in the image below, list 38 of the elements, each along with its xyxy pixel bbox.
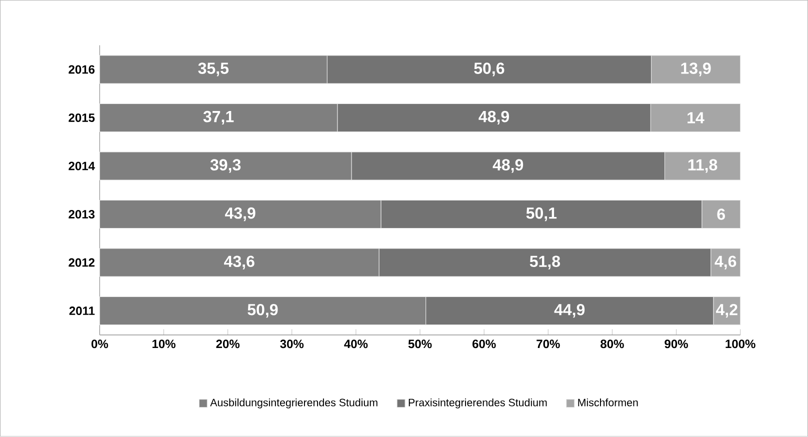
data-label: 6	[717, 208, 725, 220]
data-label: 48,9	[492, 159, 524, 173]
y-tick-label: 2013	[68, 210, 95, 219]
data-label: 50,9	[248, 304, 278, 318]
x-tick-label: 90%	[664, 340, 688, 348]
data-label: 4,2	[716, 304, 738, 318]
data-label: 37,1	[203, 111, 234, 125]
data-label: 44,9	[554, 304, 585, 318]
data-label: 14	[688, 112, 704, 124]
x-tick-label: 100%	[726, 340, 756, 348]
data-label: 43,9	[224, 208, 256, 222]
y-tick-label: 2012	[68, 258, 94, 267]
x-tick-label: 50%	[408, 340, 432, 348]
data-label: 48,9	[478, 111, 509, 125]
x-tick-label: 70%	[536, 340, 560, 348]
legend-label: Ausbildungsintegrierendes Studium	[210, 398, 378, 409]
data-label: 43,6	[224, 256, 254, 270]
x-tick-label: 20%	[216, 340, 240, 348]
data-label: 51,8	[530, 256, 560, 270]
y-tick-label: 2011	[69, 306, 95, 316]
legend-label: Praxisintegrierendes Studium	[408, 398, 547, 409]
data-label: 39,3	[210, 159, 241, 173]
legend-label: Mischformen	[578, 398, 638, 406]
x-tick-label: 10%	[152, 340, 176, 348]
data-label: 4,6	[714, 256, 736, 270]
y-tick-label: 2016	[68, 65, 95, 74]
data-label: 13,9	[681, 62, 711, 76]
x-tick-label: 60%	[472, 340, 496, 348]
data-label: 35,5	[198, 62, 229, 76]
data-label: 50,1	[526, 208, 557, 222]
y-tick-label: 2015	[68, 114, 95, 122]
y-tick-label: 2014	[68, 162, 95, 170]
x-tick-label: 30%	[280, 340, 304, 348]
x-tick-label: 40%	[344, 340, 368, 348]
data-label: 50,6	[474, 62, 504, 76]
x-tick-label: 0%	[92, 340, 108, 348]
x-tick-label: 80%	[600, 340, 624, 348]
data-label: 11,8	[688, 159, 718, 173]
